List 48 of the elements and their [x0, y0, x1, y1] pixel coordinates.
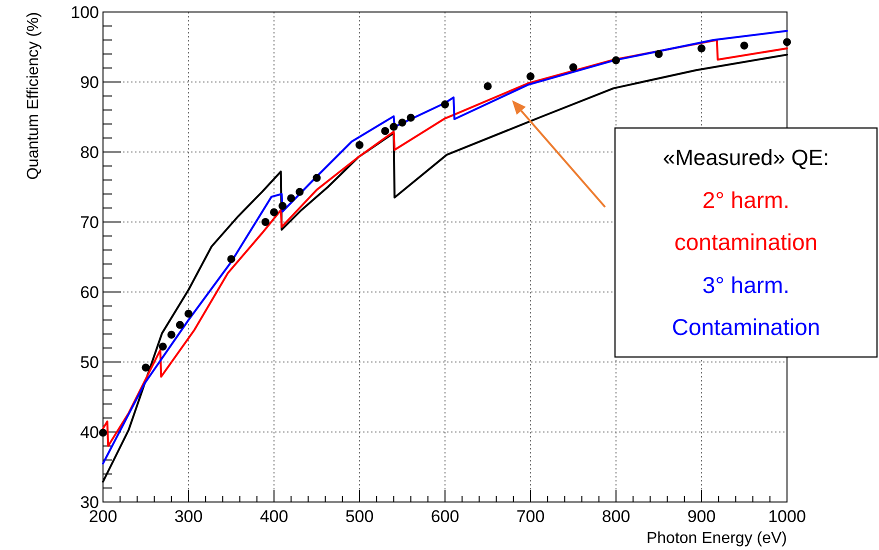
point [176, 320, 184, 329]
point [270, 208, 278, 216]
point [484, 82, 492, 90]
x-tick-label: 300 [174, 507, 203, 526]
y-tick-label: 50 [80, 353, 99, 372]
point [227, 255, 236, 264]
y-tick-label: 90 [80, 73, 99, 92]
point [184, 310, 192, 318]
point [654, 50, 663, 58]
x-tick-label: 200 [88, 507, 118, 526]
text: 3° harm. Contamination [672, 272, 820, 340]
point [287, 194, 296, 202]
x-tick-label: 800 [602, 507, 630, 526]
legend-title: «Measured» QE: [662, 145, 830, 170]
point [441, 100, 449, 108]
x-tick-label: 500 [345, 507, 374, 526]
point [783, 38, 791, 46]
point [312, 174, 321, 182]
point [142, 364, 150, 372]
point [99, 428, 107, 437]
point [740, 42, 748, 50]
y-tick-label: 80 [80, 143, 99, 162]
y-tick-label: 100 [70, 3, 99, 22]
point [261, 218, 270, 226]
text: 2° harm. contamination [674, 187, 818, 255]
point [390, 122, 398, 131]
point [526, 72, 534, 80]
point [612, 56, 620, 64]
point [356, 141, 364, 149]
point [569, 63, 578, 72]
point [698, 44, 706, 52]
x-tick-label: 400 [260, 507, 288, 526]
point [296, 188, 304, 196]
x-axis-title: Photon Energy (eV) [646, 530, 787, 547]
x-tick-label: 700 [516, 507, 545, 526]
x-tick-label: 900 [687, 507, 716, 526]
x-tick-label: 1000 [768, 507, 806, 526]
point [398, 118, 406, 127]
point [158, 342, 167, 351]
x-tick-label: 600 [430, 507, 460, 526]
point [406, 114, 415, 122]
y-axis-title: Quantum Efficiency (%) [25, 12, 42, 180]
y-tick-label: 40 [80, 423, 99, 442]
point [278, 202, 287, 210]
point [381, 127, 390, 135]
y-tick-label: 60 [80, 283, 99, 302]
point [167, 330, 176, 339]
y-tick-label: 70 [80, 213, 99, 232]
